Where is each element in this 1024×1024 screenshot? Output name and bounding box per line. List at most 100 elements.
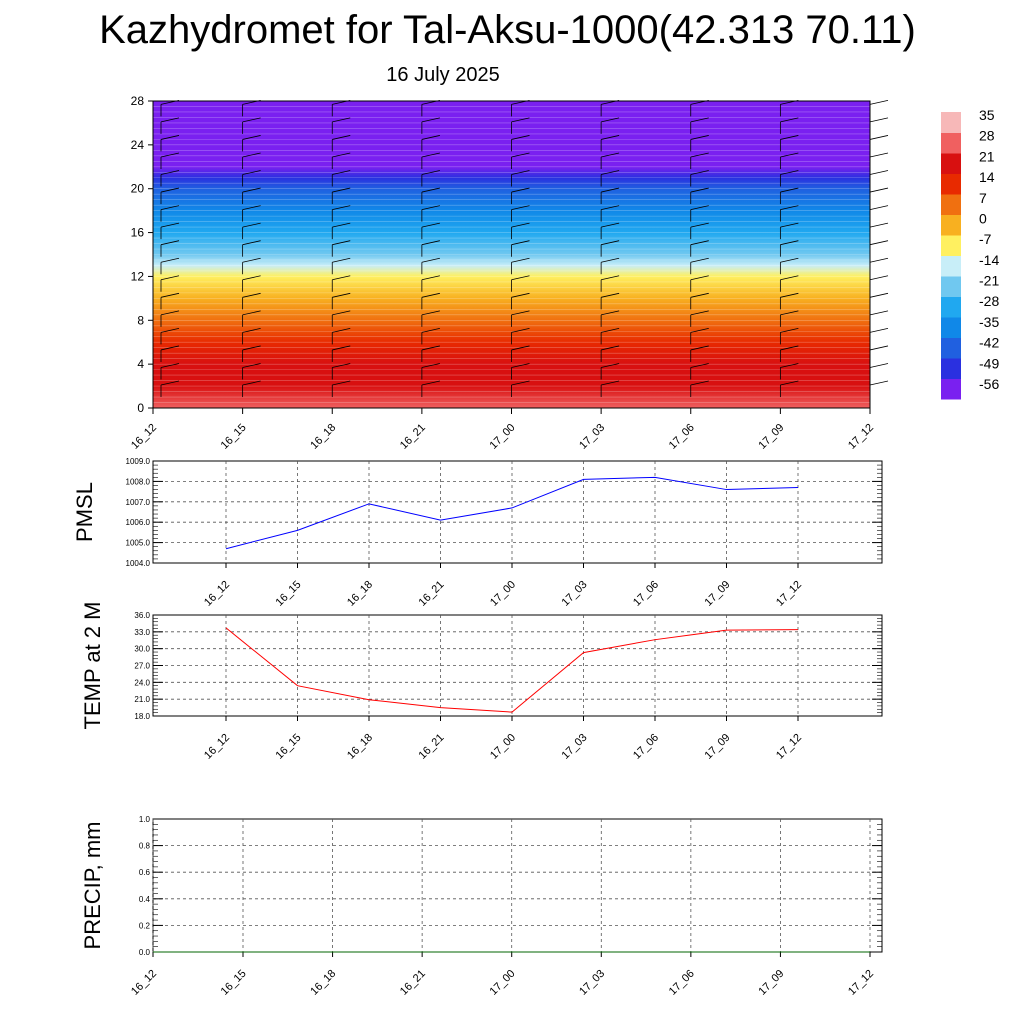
wind-barb-flag <box>780 240 799 246</box>
wind-barb-flag <box>332 205 351 210</box>
wind-barb-flag <box>332 187 351 193</box>
colorbar-label: 14 <box>979 169 995 185</box>
x-tick-label: 17_09 <box>756 422 786 452</box>
wind-barb-flag <box>242 187 261 193</box>
wind-barb-flag <box>869 205 889 210</box>
wind-barb-flag <box>160 99 180 105</box>
wind-barb-flag <box>780 310 799 316</box>
wind-barb-flag <box>242 170 261 175</box>
wind-barb-flag <box>160 240 180 246</box>
wind-barb-flag <box>511 345 530 351</box>
wind-barb-flag <box>332 380 351 386</box>
x-tick-label: 17_12 <box>846 968 876 998</box>
x-tick-label: 17_03 <box>560 579 590 609</box>
wind-barb-flag <box>160 328 180 333</box>
y-tick-label: 20 <box>131 182 145 196</box>
wind-barb-column <box>511 99 530 398</box>
wind-barb-flag <box>160 135 180 140</box>
wind-barb-flag <box>601 152 620 158</box>
wind-barb-flag <box>780 135 799 140</box>
x-tick-label: 17_00 <box>488 579 518 609</box>
series-line <box>225 476 799 550</box>
wind-barb-flag <box>160 363 180 368</box>
y-tick-label: 0.0 <box>139 948 151 957</box>
wind-barb-flag <box>780 363 799 368</box>
wind-barb-flag <box>421 240 440 246</box>
wind-barb-flag <box>780 328 799 333</box>
wind-barb-flag <box>601 345 620 351</box>
wind-barb-flag <box>690 99 709 105</box>
wind-barb-flag <box>421 222 440 228</box>
wind-barb-flag <box>421 310 440 316</box>
wind-barb-flag <box>242 380 261 386</box>
x-tick-label: 16_18 <box>308 422 338 452</box>
panel-frame <box>152 818 883 953</box>
wind-barb-flag <box>780 99 799 105</box>
y-tick-label: 1007.0 <box>126 498 151 507</box>
y-axis-label: PMSL <box>72 482 97 542</box>
wind-barb-flag <box>421 380 440 386</box>
cross-section-panel: 0 4 8 12 16 20 24 28 16_12 16_15 16_18 16_21 17_00 17… <box>129 94 889 452</box>
x-tick-label: 17_06 <box>631 732 661 762</box>
wind-barb-flag <box>332 275 351 281</box>
colorbar-swatch <box>941 255 961 277</box>
wind-barb-flag <box>690 380 709 386</box>
panel-frame <box>152 460 883 564</box>
wind-barb-flag <box>869 117 889 123</box>
colorbar-swatch <box>941 112 961 133</box>
colorbar-swatch <box>941 296 961 318</box>
y-tick-label: 1006.0 <box>126 518 151 527</box>
wind-barb-flag <box>160 292 180 298</box>
wind-barb-flag <box>690 310 709 316</box>
colorbar-label: -49 <box>979 355 999 371</box>
wind-barb-flag <box>690 240 709 246</box>
colorbar-label: -28 <box>979 293 999 309</box>
wind-barb-column <box>600 99 620 398</box>
wind-barb-flag <box>601 310 620 316</box>
colorbar-swatch <box>941 317 961 338</box>
y-tick-label: 1009.0 <box>126 457 151 466</box>
wind-barb-flag <box>332 170 351 175</box>
y-tick-label: 21.0 <box>134 695 150 704</box>
wind-barb-flag <box>601 275 620 281</box>
wind-barb-flag <box>601 99 620 105</box>
colorbar-swatch <box>941 358 961 379</box>
x-tick-label: 17_06 <box>667 968 697 998</box>
wind-barb-flag <box>601 187 620 193</box>
wind-barb-flag <box>511 152 530 158</box>
x-tick-label: 17_00 <box>488 968 518 998</box>
wind-barb-flag <box>332 257 351 263</box>
wind-barb-column <box>421 99 440 398</box>
wind-barb-flag <box>242 310 261 316</box>
x-tick-label: 16_12 <box>202 579 232 609</box>
wind-barb-flag <box>511 117 530 123</box>
wind-barb-flag <box>780 345 799 351</box>
colorbar-label: 28 <box>979 128 995 144</box>
x-tick-label: 16_15 <box>219 968 249 998</box>
colorbar-swatch <box>941 378 961 400</box>
x-tick-label: 16_21 <box>398 968 428 998</box>
wind-barb-flag <box>242 117 261 123</box>
wind-barb-flag <box>869 275 889 281</box>
wind-barb-flag <box>690 135 709 140</box>
colorbar-swatch <box>941 235 961 256</box>
y-axis-label: PRECIP, mm <box>80 822 105 950</box>
precip-panel: 0.0 0.2 0.4 0.6 0.8 1.0 16_12 16_15 16_18 16_21 17… <box>80 815 883 998</box>
colorbar-label: -7 <box>979 231 992 247</box>
y-tick-label: 30.0 <box>134 645 150 654</box>
x-tick-label: 17_09 <box>703 732 733 762</box>
wind-barb-flag <box>160 222 180 228</box>
wind-barb-flag <box>869 345 889 351</box>
wind-barb-flag <box>242 363 261 368</box>
wind-barb-flag <box>690 328 709 333</box>
wind-barb-flag <box>332 345 351 351</box>
wind-barb-flag <box>690 170 709 175</box>
wind-barb-column <box>869 99 889 398</box>
y-tick-label: 0.2 <box>139 921 151 930</box>
y-tick-label: 18.0 <box>134 712 150 721</box>
wind-barb-flag <box>332 135 351 140</box>
y-tick-label: 36.0 <box>134 611 150 620</box>
wind-barb-flag <box>869 292 889 298</box>
wind-barb-flag <box>242 257 261 263</box>
colorbar-label: -35 <box>979 314 999 330</box>
